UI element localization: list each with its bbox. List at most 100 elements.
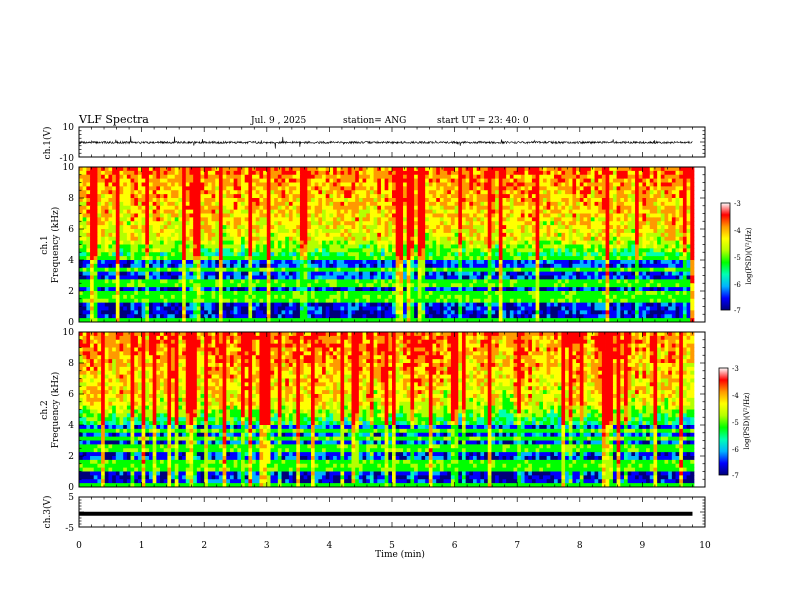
spectrogram-cell	[163, 256, 168, 261]
spectrogram-cell	[620, 167, 625, 172]
spectrogram-cell	[299, 198, 305, 203]
spectrogram-cell	[160, 244, 165, 249]
spectrogram-cell	[355, 174, 360, 180]
spectrogram-cell	[355, 225, 360, 230]
spectrogram-cell	[690, 213, 695, 218]
spectrogram-cell	[318, 225, 323, 230]
spectrogram-cell	[218, 229, 224, 234]
spectrogram-cell	[97, 225, 102, 230]
spectrogram-cell	[366, 236, 371, 242]
spectrogram-cell	[469, 170, 474, 176]
spectrogram-cell	[539, 229, 544, 234]
spectrogram-cell	[392, 256, 397, 261]
spectrogram-cell	[296, 260, 301, 265]
spectrogram-cell	[340, 217, 345, 222]
spectrogram-cell	[417, 213, 422, 218]
spectrogram-cell	[185, 248, 190, 253]
spectrogram-cell	[461, 186, 467, 191]
spectrogram-cell	[347, 232, 352, 238]
spectrogram-cell	[572, 256, 577, 261]
spectrogram-cell	[303, 198, 308, 203]
spectrogram-cell	[458, 194, 463, 199]
spectrogram-cell	[93, 260, 98, 265]
spectrogram-cell	[211, 244, 216, 249]
spectrogram-cell	[174, 217, 179, 222]
spectrogram-cell	[679, 229, 684, 234]
spectrogram-cell	[134, 229, 139, 234]
spectrogram-cell	[373, 244, 378, 249]
spectrogram-cell	[148, 279, 154, 284]
spectrogram-cell	[565, 201, 570, 207]
spectrogram-cell	[539, 178, 544, 183]
spectrogram-cell	[476, 275, 481, 280]
spectrogram-cell	[572, 229, 577, 234]
spectrogram-cell	[576, 182, 581, 187]
spectrogram-cell	[255, 279, 260, 284]
spectrogram-cell	[255, 194, 260, 199]
spectrogram-cell	[539, 263, 544, 269]
spectrogram-cell	[189, 190, 194, 195]
spectrogram-cell	[609, 225, 614, 230]
spectrogram-cell	[90, 194, 95, 199]
spectrogram-cell	[270, 225, 275, 230]
spectrogram-cell	[657, 260, 662, 265]
spectrogram-cell	[653, 229, 658, 234]
spectrogram-cell	[189, 260, 194, 265]
spectrogram-cell	[237, 229, 242, 234]
spectrogram-cell	[79, 267, 84, 273]
spectrogram-cell	[653, 275, 658, 280]
spectrogram-cell	[601, 263, 606, 269]
spectrogram-cell	[79, 229, 84, 234]
spectrogram-cell	[439, 198, 444, 203]
spectrogram-cell	[576, 244, 581, 249]
spectrogram-cell	[646, 201, 651, 207]
spectrogram-cell	[148, 244, 154, 249]
spectrogram-cell	[259, 236, 264, 242]
spectrogram-cell	[535, 213, 540, 218]
spectrogram-cell	[285, 229, 290, 234]
spectrogram-cell	[237, 271, 242, 276]
spectrogram-cell	[270, 260, 275, 265]
spectrogram-cell	[277, 271, 282, 276]
spectrogram-cell	[285, 217, 290, 222]
spectrogram-cell	[145, 205, 150, 211]
spectrogram-cell	[439, 275, 444, 280]
spectrogram-cell	[299, 205, 305, 211]
spectrogram-cell	[171, 186, 176, 191]
spectrogram-cell	[675, 225, 680, 230]
spectrogram-cell	[502, 190, 507, 195]
spectrogram-cell	[671, 209, 676, 214]
spectrogram-cell	[123, 229, 128, 234]
spectrogram-cell	[601, 205, 606, 211]
spectrogram-cell	[115, 213, 120, 218]
spectrogram-cell	[112, 190, 117, 195]
spectrogram-cell	[93, 248, 98, 253]
spectrogram-cell	[333, 267, 338, 273]
spectrogram-cell	[145, 201, 150, 207]
spectrogram-cell	[358, 236, 363, 242]
spectrogram-cell	[579, 244, 584, 249]
spectrogram-cell	[285, 198, 290, 203]
spectrogram-cell	[447, 267, 452, 273]
spectrogram-cell	[447, 275, 452, 280]
spectrogram-cell	[417, 198, 422, 203]
spectrogram-cell	[333, 170, 338, 176]
spectrogram-cell	[598, 271, 603, 276]
spectrogram-cell	[178, 178, 183, 183]
spectrogram-cell	[351, 221, 356, 226]
spectrogram-cell	[583, 225, 588, 230]
spectrogram-cell	[355, 252, 360, 257]
spectrogram-cell	[498, 260, 503, 265]
spectrogram-cell	[513, 240, 518, 245]
spectrogram-cell	[612, 229, 618, 234]
spectrogram-cell	[590, 225, 595, 230]
spectrogram-cell	[218, 271, 224, 276]
spectrogram-cell	[653, 252, 658, 257]
spectrogram-cell	[351, 240, 356, 245]
spectrogram-cell	[82, 260, 87, 265]
spectrogram-cell	[502, 256, 507, 261]
spectrogram-cell	[461, 244, 467, 249]
spectrogram-cell	[384, 256, 389, 261]
spectrogram-cell	[189, 194, 194, 199]
spectrogram-cell	[200, 279, 205, 284]
